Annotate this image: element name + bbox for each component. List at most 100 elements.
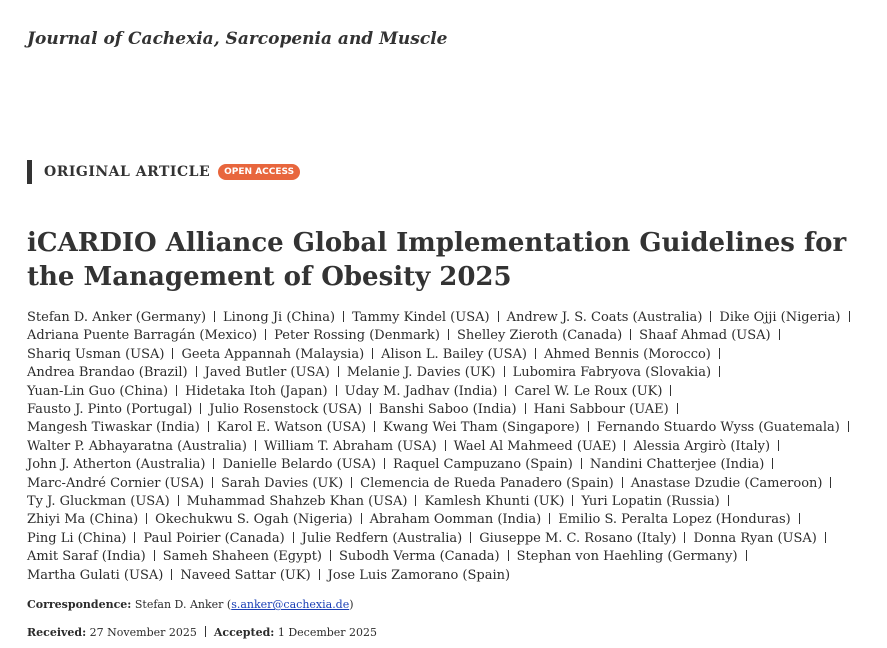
author[interactable]: Shaaf Ahmad (USA) (639, 328, 771, 344)
separator (710, 311, 712, 322)
author[interactable]: Banshi Saboo (India) (378, 402, 517, 418)
author[interactable]: Okechukwu S. Ogah (Nigeria) (155, 512, 353, 528)
author[interactable]: Julio Rosenstock (USA) (209, 402, 362, 418)
open-access-badge[interactable]: OPEN ACCESS (218, 164, 301, 180)
author[interactable]: Melanie J. Davies (UK) (346, 365, 496, 381)
separator (624, 439, 626, 451)
author[interactable]: Alison L. Bailey (USA) (381, 346, 527, 362)
separator (384, 458, 386, 470)
author[interactable]: Martha Gulati (USA) (27, 567, 164, 583)
author[interactable]: Dike Ojji (Nigeria) (719, 310, 841, 325)
author[interactable]: Ahmed Bennis (Morocco) (543, 346, 711, 362)
article-type-row: ORIGINAL ARTICLE OPEN ACCESS (27, 160, 301, 184)
author[interactable]: Ty J. Gluckman (USA) (27, 494, 170, 510)
separator (369, 403, 371, 415)
author[interactable]: Walter P. Abhayaratna (Australia) (27, 438, 247, 454)
author[interactable]: Shelley Zieroth (Canada) (457, 328, 623, 344)
separator (719, 366, 721, 378)
separator (318, 568, 320, 580)
author[interactable]: Emilio S. Peralta Lopez (Honduras) (558, 512, 791, 528)
separator (351, 476, 353, 488)
separator (670, 384, 672, 396)
author-line: John J. Atherton (Australia) Danielle Bel… (27, 456, 858, 474)
author[interactable]: Adriana Puente Barragán (Mexico) (27, 328, 258, 344)
author[interactable]: Subodh Verma (Canada) (339, 549, 500, 565)
author[interactable]: Amit Saraf (India) (27, 549, 146, 565)
separator (360, 513, 362, 525)
author[interactable]: Hidetaka Itoh (Japan) (185, 383, 328, 399)
author[interactable]: Sarah Davies (UK) (221, 475, 344, 491)
author[interactable]: Clemencia de Rueda Panadero (Spain) (360, 475, 614, 491)
separator (503, 366, 505, 378)
author[interactable]: Sameh Shaheen (Egypt) (162, 549, 323, 565)
author[interactable]: William T. Abraham (USA) (263, 438, 437, 454)
author[interactable]: Zhiyi Ma (China) (27, 512, 139, 528)
author[interactable]: Geeta Appannah (Malaysia) (181, 346, 365, 362)
separator (621, 476, 623, 488)
author[interactable]: Uday M. Jadhav (India) (344, 383, 498, 399)
author[interactable]: Nandini Chatterjee (India) (589, 457, 765, 473)
author[interactable]: Javed Butler (USA) (204, 365, 330, 381)
author[interactable]: Naveed Sattar (UK) (180, 567, 311, 583)
author[interactable]: Fernando Stuardo Wyss (Guatemala) (596, 420, 840, 436)
label: Received: (27, 626, 87, 639)
separator (444, 439, 446, 451)
author[interactable]: Andrea Brandao (Brazil) (27, 365, 188, 381)
separator (146, 513, 148, 525)
author[interactable]: Abraham Oomman (India) (369, 512, 542, 528)
separator (534, 347, 536, 359)
author[interactable]: Marc-André Cornier (USA) (27, 475, 205, 491)
author[interactable]: Raquel Campuzano (Spain) (393, 457, 573, 473)
separator (497, 311, 499, 322)
author-line: Stefan D. Anker (Germany) Linong Ji (Chin… (27, 309, 858, 327)
author[interactable]: Mangesh Tiwaskar (India) (27, 420, 200, 436)
author[interactable]: Andrew J. S. Coats (Australia) (506, 310, 703, 325)
separator (134, 531, 136, 543)
author[interactable]: Hani Sabbour (UAE) (533, 402, 669, 418)
author[interactable]: Stephan von Haehling (Germany) (516, 549, 738, 565)
author[interactable]: Yuan-Lin Guo (China) (27, 383, 169, 399)
author[interactable]: Lubomira Fabryova (Slovakia) (512, 365, 712, 381)
journal-name[interactable]: Journal of Cachexia, Sarcopenia and Musc… (27, 29, 448, 49)
separator (207, 421, 209, 433)
author-line: Walter P. Abhayaratna (Australia) William… (27, 438, 858, 456)
date: 27 November 2025 (89, 626, 197, 639)
article-type: ORIGINAL ARTICLE (44, 164, 211, 180)
author[interactable]: John J. Atherton (Australia) (27, 457, 206, 473)
email-link[interactable]: s.anker@cachexia.de (231, 598, 350, 611)
author[interactable]: Muhammad Shahzeb Khan (USA) (186, 494, 408, 510)
author[interactable]: Giuseppe M. C. Rosano (Italy) (479, 530, 677, 546)
author[interactable]: Stefan D. Anker (Germany) (27, 310, 207, 325)
author[interactable]: Anastase Dzudie (Cameroon) (630, 475, 823, 491)
author[interactable]: Paul Poirier (Canada) (143, 530, 285, 546)
separator (505, 384, 507, 396)
separator (292, 531, 294, 543)
author-line: Martha Gulati (USA) Naveed Sattar (UK) Jos… (27, 567, 858, 585)
author[interactable]: Julie Redfern (Australia) (301, 530, 463, 546)
author[interactable]: Linong Ji (China) (223, 310, 336, 325)
author[interactable]: Karol E. Watson (USA) (216, 420, 367, 436)
author[interactable]: Yuri Lopatin (Russia) (581, 494, 720, 510)
author[interactable]: Carel W. Le Roux (UK) (514, 383, 663, 399)
author[interactable]: Fausto J. Pinto (Portugal) (27, 402, 193, 418)
author[interactable]: Kwang Wei Tham (Singapore) (383, 420, 580, 436)
author[interactable]: Peter Rossing (Denmark) (274, 328, 441, 344)
author[interactable]: Jose Luis Zamorano (Spain) (327, 567, 511, 583)
separator (372, 347, 374, 359)
name: Stefan D. Anker ( (134, 598, 232, 611)
author[interactable]: Ping Li (China) (27, 530, 127, 546)
separator (153, 550, 155, 562)
author[interactable]: Wael Al Mahmeed (UAE) (453, 438, 617, 454)
author[interactable]: Danielle Belardo (USA) (222, 457, 377, 473)
separator (718, 347, 720, 359)
separator (213, 458, 215, 470)
author[interactable]: Kamlesh Khunti (UK) (424, 494, 565, 510)
author[interactable]: Tammy Kindel (USA) (352, 310, 490, 325)
author[interactable]: Alessia Argirò (Italy) (633, 438, 771, 454)
dates: Received: 27 November 2025 Accepted: 1 De… (27, 626, 377, 639)
separator (195, 366, 197, 378)
separator (848, 311, 850, 322)
author[interactable]: Donna Ryan (USA) (693, 530, 817, 546)
separator (265, 329, 267, 341)
author[interactable]: Shariq Usman (USA) (27, 346, 165, 362)
